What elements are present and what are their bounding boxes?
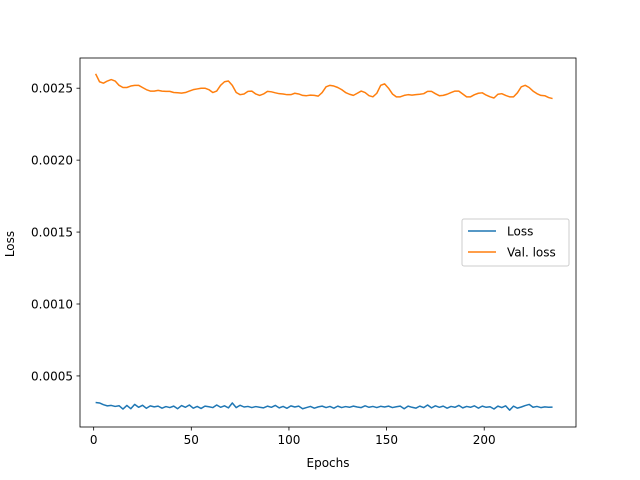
y-tick-label: 0.0020: [31, 154, 73, 168]
x-tick-label: 200: [473, 433, 496, 447]
x-tick-label: 100: [277, 433, 300, 447]
y-tick-label: 0.0025: [31, 82, 73, 96]
legend-entry: Loss: [507, 225, 533, 239]
plot-frame: [79, 57, 577, 428]
plot-area: [79, 57, 577, 428]
y-axis: 0.0005 0.0010 0.0015 0.0020 0.0025: [31, 82, 80, 383]
series-line-val-loss: [94, 73, 553, 100]
legend: Loss Val. loss: [461, 218, 570, 267]
x-axis: 0 50 100 150 200: [90, 427, 496, 447]
y-axis-label: Loss: [3, 231, 17, 257]
x-tick-label: 150: [375, 433, 398, 447]
series-line-loss: [95, 401, 553, 411]
x-tick-label: 50: [184, 433, 199, 447]
y-tick-label: 0.0015: [31, 226, 73, 240]
y-tick-label: 0.0010: [31, 298, 73, 312]
x-axis-label: Epochs: [307, 456, 350, 470]
legend-entry: Val. loss: [507, 246, 556, 260]
x-tick-label: 0: [90, 433, 98, 447]
y-tick-label: 0.0005: [31, 369, 73, 383]
